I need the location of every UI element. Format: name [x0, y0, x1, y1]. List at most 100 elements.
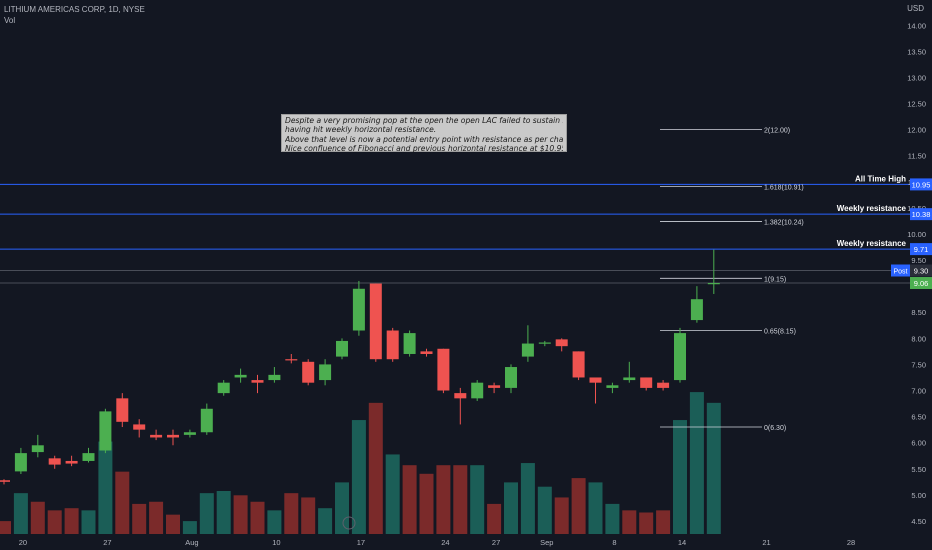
price-tick-label: 12.50: [907, 100, 926, 109]
price-tag-box: [910, 178, 932, 191]
volume-bar: [47, 510, 62, 534]
candle-body: [302, 361, 315, 383]
volume-bar: [149, 501, 164, 534]
volume-bar: [233, 495, 248, 534]
volume-bar: [504, 482, 518, 534]
fibonacci-layer: 2(12.00) 1.618(10.91) 1.382(10.24) 1(9.15) 0…: [660, 128, 804, 432]
time-tick-label: 10: [272, 538, 280, 547]
candle-body: [352, 288, 365, 331]
candle-body: [285, 359, 298, 361]
resistance-label: Weekly resistance: [837, 204, 907, 213]
candle-body: [200, 408, 213, 433]
volume-bar: [199, 493, 214, 534]
candle-body: [471, 382, 484, 399]
price-axis: 4.505.005.506.006.507.007.508.008.509.00…: [891, 21, 932, 526]
symbol-title: LITHIUM AMERICAS CORP, 1D, NYSE: [4, 5, 145, 14]
volume-bar: [554, 497, 569, 534]
fib-level-label: 0.65(8.15): [764, 329, 796, 336]
price-tick-label: 14.00: [907, 21, 926, 30]
time-tick-label: 27: [103, 538, 111, 547]
volume-bar: [284, 493, 299, 534]
candle-body: [133, 424, 146, 430]
price-tick-label: 12.00: [907, 126, 926, 135]
candle-body: [403, 333, 416, 354]
price-tick-label: 4.50: [911, 517, 926, 526]
time-tick-label: Sep: [540, 538, 553, 547]
candle-body: [217, 382, 230, 394]
volume-bar: [115, 471, 130, 534]
price-tag-box: [910, 264, 932, 277]
volume-legend-label: Vol: [4, 16, 16, 25]
price-tick-label: 7.00: [911, 387, 926, 396]
volume-bar: [30, 501, 45, 534]
volume-bar: [64, 508, 79, 534]
currency-label: USD: [907, 4, 924, 13]
price-tick-label: 7.50: [911, 360, 926, 369]
candle-body: [420, 351, 433, 354]
volume-bar: [385, 454, 400, 534]
time-tick-label: 27: [492, 538, 500, 547]
volume-bar: [318, 508, 333, 534]
candle-body: [437, 348, 450, 391]
candle-body: [234, 374, 247, 378]
volume-bar: [250, 501, 265, 534]
resistance-label: Weekly resistance: [837, 239, 907, 248]
time-tick-label: 17: [357, 538, 365, 547]
candle-body: [640, 377, 653, 388]
candle-body: [99, 411, 112, 451]
volume-bar: [689, 392, 704, 534]
price-tick-label: 5.00: [911, 491, 926, 500]
candle-body: [488, 385, 501, 388]
volume-bar: [673, 420, 687, 534]
price-tick-label: 8.50: [911, 308, 926, 317]
candle-body: [555, 339, 568, 347]
volume-bar: [368, 402, 383, 534]
volume-bar: [301, 497, 316, 534]
price-tick-label: 5.50: [911, 465, 926, 474]
volume-bar: [0, 521, 11, 534]
time-tick-label: 28: [847, 538, 855, 547]
candle-body: [572, 351, 585, 378]
price-tick-label: 11.50: [908, 152, 926, 161]
time-tick-label: 20: [19, 538, 27, 547]
time-axis: 20 27 Aug 10 17 24 27 Sep 8 14 21 28: [19, 516, 855, 547]
volume-bar: [639, 512, 654, 534]
time-tick-label: 14: [678, 538, 686, 547]
volume-bar: [402, 465, 417, 534]
volume-bar: [537, 486, 552, 534]
candle-body: [369, 283, 382, 360]
post-badge-label: Post: [893, 269, 907, 276]
candle-body: [707, 283, 720, 285]
fib-level-label: 2(12.00): [764, 128, 790, 135]
price-tick-label: 6.50: [911, 413, 926, 422]
price-tick-label: 13.00: [907, 73, 926, 82]
candle-body: [606, 385, 619, 388]
volume-bar: [98, 441, 113, 534]
candle-body: [116, 398, 129, 422]
time-tick-label: 8: [612, 538, 616, 547]
fib-level-label: 1(9.15): [764, 276, 786, 283]
price-tag-box: [910, 243, 932, 256]
candle-body: [167, 434, 179, 438]
price-tick-label: 10.00: [907, 230, 926, 239]
note-line: Above that level is now a potential entr…: [285, 134, 563, 144]
volume-bar: [436, 465, 451, 534]
volume-bar: [588, 482, 603, 534]
candle-body: [690, 299, 703, 321]
volume-bar: [335, 482, 349, 534]
resistance-label: All Time High: [855, 174, 906, 183]
candle-body: [505, 367, 517, 388]
candle-body: [268, 374, 281, 381]
time-tick-label: 24: [441, 538, 449, 547]
candle-body: [150, 434, 163, 438]
volume-bar: [351, 420, 366, 534]
annotation-note[interactable]: Despite a very promising pop at the open…: [281, 114, 567, 153]
price-tick-label: 13.50: [907, 47, 926, 56]
volume-bar: [267, 510, 282, 534]
volume-bar: [453, 465, 468, 534]
candle-body: [454, 393, 467, 399]
volume-layer: [0, 392, 721, 534]
chart-legend: LITHIUM AMERICAS CORP, 1D, NYSE Vol: [4, 4, 145, 26]
candle-body: [386, 330, 399, 360]
